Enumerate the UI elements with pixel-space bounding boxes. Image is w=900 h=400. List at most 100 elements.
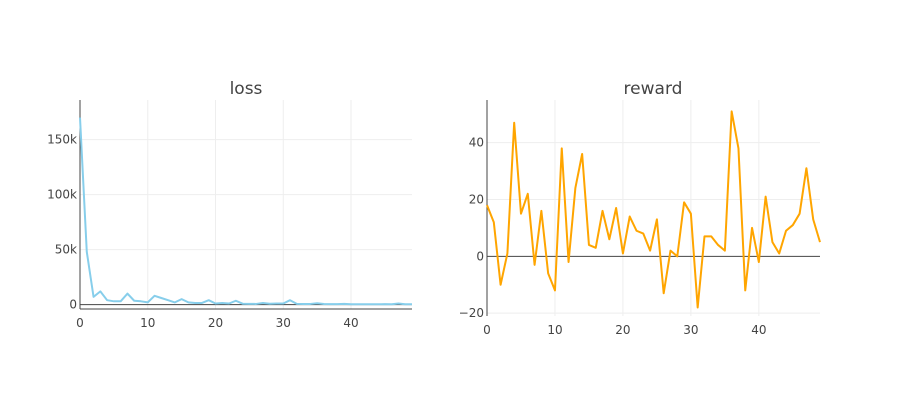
reward-data-point[interactable] (749, 225, 755, 231)
loss-data-point[interactable] (341, 301, 347, 307)
reward-data-point[interactable] (756, 259, 762, 265)
loss-data-point[interactable] (91, 294, 97, 300)
loss-data-point[interactable] (185, 299, 191, 305)
reward-data-point[interactable] (661, 290, 667, 296)
reward-data-point[interactable] (688, 211, 694, 217)
loss-data-point[interactable] (348, 301, 354, 307)
reward-data-point[interactable] (735, 145, 741, 151)
reward-data-point[interactable] (504, 250, 510, 256)
loss-data-point[interactable] (389, 301, 395, 307)
loss-data-point[interactable] (321, 301, 327, 307)
reward-data-point[interactable] (729, 108, 735, 114)
reward-data-point[interactable] (817, 239, 823, 245)
reward-data-point[interactable] (525, 191, 531, 197)
reward-data-point[interactable] (518, 211, 524, 217)
reward-data-point[interactable] (566, 259, 572, 265)
loss-data-point[interactable] (118, 298, 124, 304)
loss-data-point[interactable] (77, 115, 83, 121)
loss-data-point[interactable] (368, 301, 374, 307)
loss-data-point[interactable] (226, 301, 232, 307)
loss-data-point[interactable] (111, 298, 117, 304)
loss-data-point[interactable] (104, 297, 110, 303)
reward-data-point[interactable] (701, 233, 707, 239)
reward-data-point[interactable] (634, 228, 640, 234)
loss-data-point[interactable] (233, 298, 239, 304)
loss-data-point[interactable] (192, 300, 198, 306)
loss-data-point[interactable] (206, 297, 212, 303)
reward-data-point[interactable] (593, 245, 599, 251)
loss-data-point[interactable] (409, 301, 415, 307)
loss-data-point[interactable] (124, 291, 130, 297)
reward-data-point[interactable] (776, 250, 782, 256)
loss-data-point[interactable] (246, 301, 252, 307)
loss-data-point[interactable] (131, 298, 137, 304)
reward-data-point[interactable] (681, 199, 687, 205)
loss-data-point[interactable] (307, 301, 313, 307)
loss-data-point[interactable] (382, 301, 388, 307)
reward-data-point[interactable] (613, 205, 619, 211)
loss-data-point[interactable] (97, 288, 103, 294)
loss-data-point[interactable] (145, 299, 151, 305)
reward-data-point[interactable] (742, 287, 748, 293)
loss-data-point[interactable] (138, 298, 144, 304)
reward-data-point[interactable] (552, 287, 558, 293)
loss-data-point[interactable] (280, 301, 286, 307)
loss-data-point[interactable] (158, 295, 164, 301)
reward-data-point[interactable] (579, 151, 585, 157)
loss-data-point[interactable] (213, 301, 219, 307)
reward-data-point[interactable] (620, 250, 626, 256)
reward-data-point[interactable] (769, 239, 775, 245)
loss-data-point[interactable] (294, 301, 300, 307)
reward-data-point[interactable] (559, 145, 565, 151)
reward-data-point[interactable] (654, 216, 660, 222)
reward-data-point[interactable] (491, 219, 497, 225)
loss-data-point[interactable] (375, 301, 381, 307)
loss-data-point[interactable] (179, 296, 185, 302)
loss-data-point[interactable] (355, 301, 361, 307)
loss-data-point[interactable] (253, 301, 259, 307)
reward-data-point[interactable] (498, 282, 504, 288)
loss-data-point[interactable] (314, 300, 320, 306)
reward-data-point[interactable] (783, 228, 789, 234)
reward-data-point[interactable] (627, 214, 633, 220)
reward-data-point[interactable] (667, 248, 673, 254)
reward-data-point[interactable] (810, 216, 816, 222)
loss-data-point[interactable] (219, 300, 225, 306)
reward-data-point[interactable] (674, 253, 680, 259)
loss-data-point[interactable] (165, 297, 171, 303)
loss-data-point[interactable] (172, 299, 178, 305)
reward-data-point[interactable] (647, 248, 653, 254)
reward-data-point[interactable] (572, 185, 578, 191)
reward-data-point[interactable] (532, 262, 538, 268)
reward-data-point[interactable] (606, 236, 612, 242)
loss-data-point[interactable] (260, 300, 266, 306)
loss-data-point[interactable] (362, 301, 368, 307)
reward-data-point[interactable] (538, 208, 544, 214)
loss-data-point[interactable] (395, 301, 401, 307)
reward-data-point[interactable] (763, 194, 769, 200)
loss-data-point[interactable] (301, 301, 307, 307)
reward-data-point[interactable] (586, 242, 592, 248)
reward-data-point[interactable] (484, 202, 490, 208)
reward-data-point[interactable] (695, 304, 701, 310)
reward-data-point[interactable] (708, 233, 714, 239)
reward-data-point[interactable] (600, 208, 606, 214)
reward-data-point[interactable] (803, 165, 809, 171)
reward-data-point[interactable] (797, 211, 803, 217)
reward-data-point[interactable] (511, 120, 517, 126)
reward-data-point[interactable] (640, 231, 646, 237)
loss-data-point[interactable] (273, 301, 279, 307)
loss-data-point[interactable] (334, 301, 340, 307)
loss-data-point[interactable] (152, 293, 158, 299)
reward-data-point[interactable] (790, 222, 796, 228)
loss-data-point[interactable] (199, 300, 205, 306)
reward-data-point[interactable] (545, 270, 551, 276)
loss-data-point[interactable] (402, 301, 408, 307)
reward-data-point[interactable] (715, 242, 721, 248)
loss-data-point[interactable] (84, 249, 90, 255)
reward-data-point[interactable] (722, 248, 728, 254)
loss-data-point[interactable] (240, 301, 246, 307)
loss-data-point[interactable] (328, 301, 334, 307)
loss-data-point[interactable] (287, 297, 293, 303)
loss-data-point[interactable] (267, 301, 273, 307)
